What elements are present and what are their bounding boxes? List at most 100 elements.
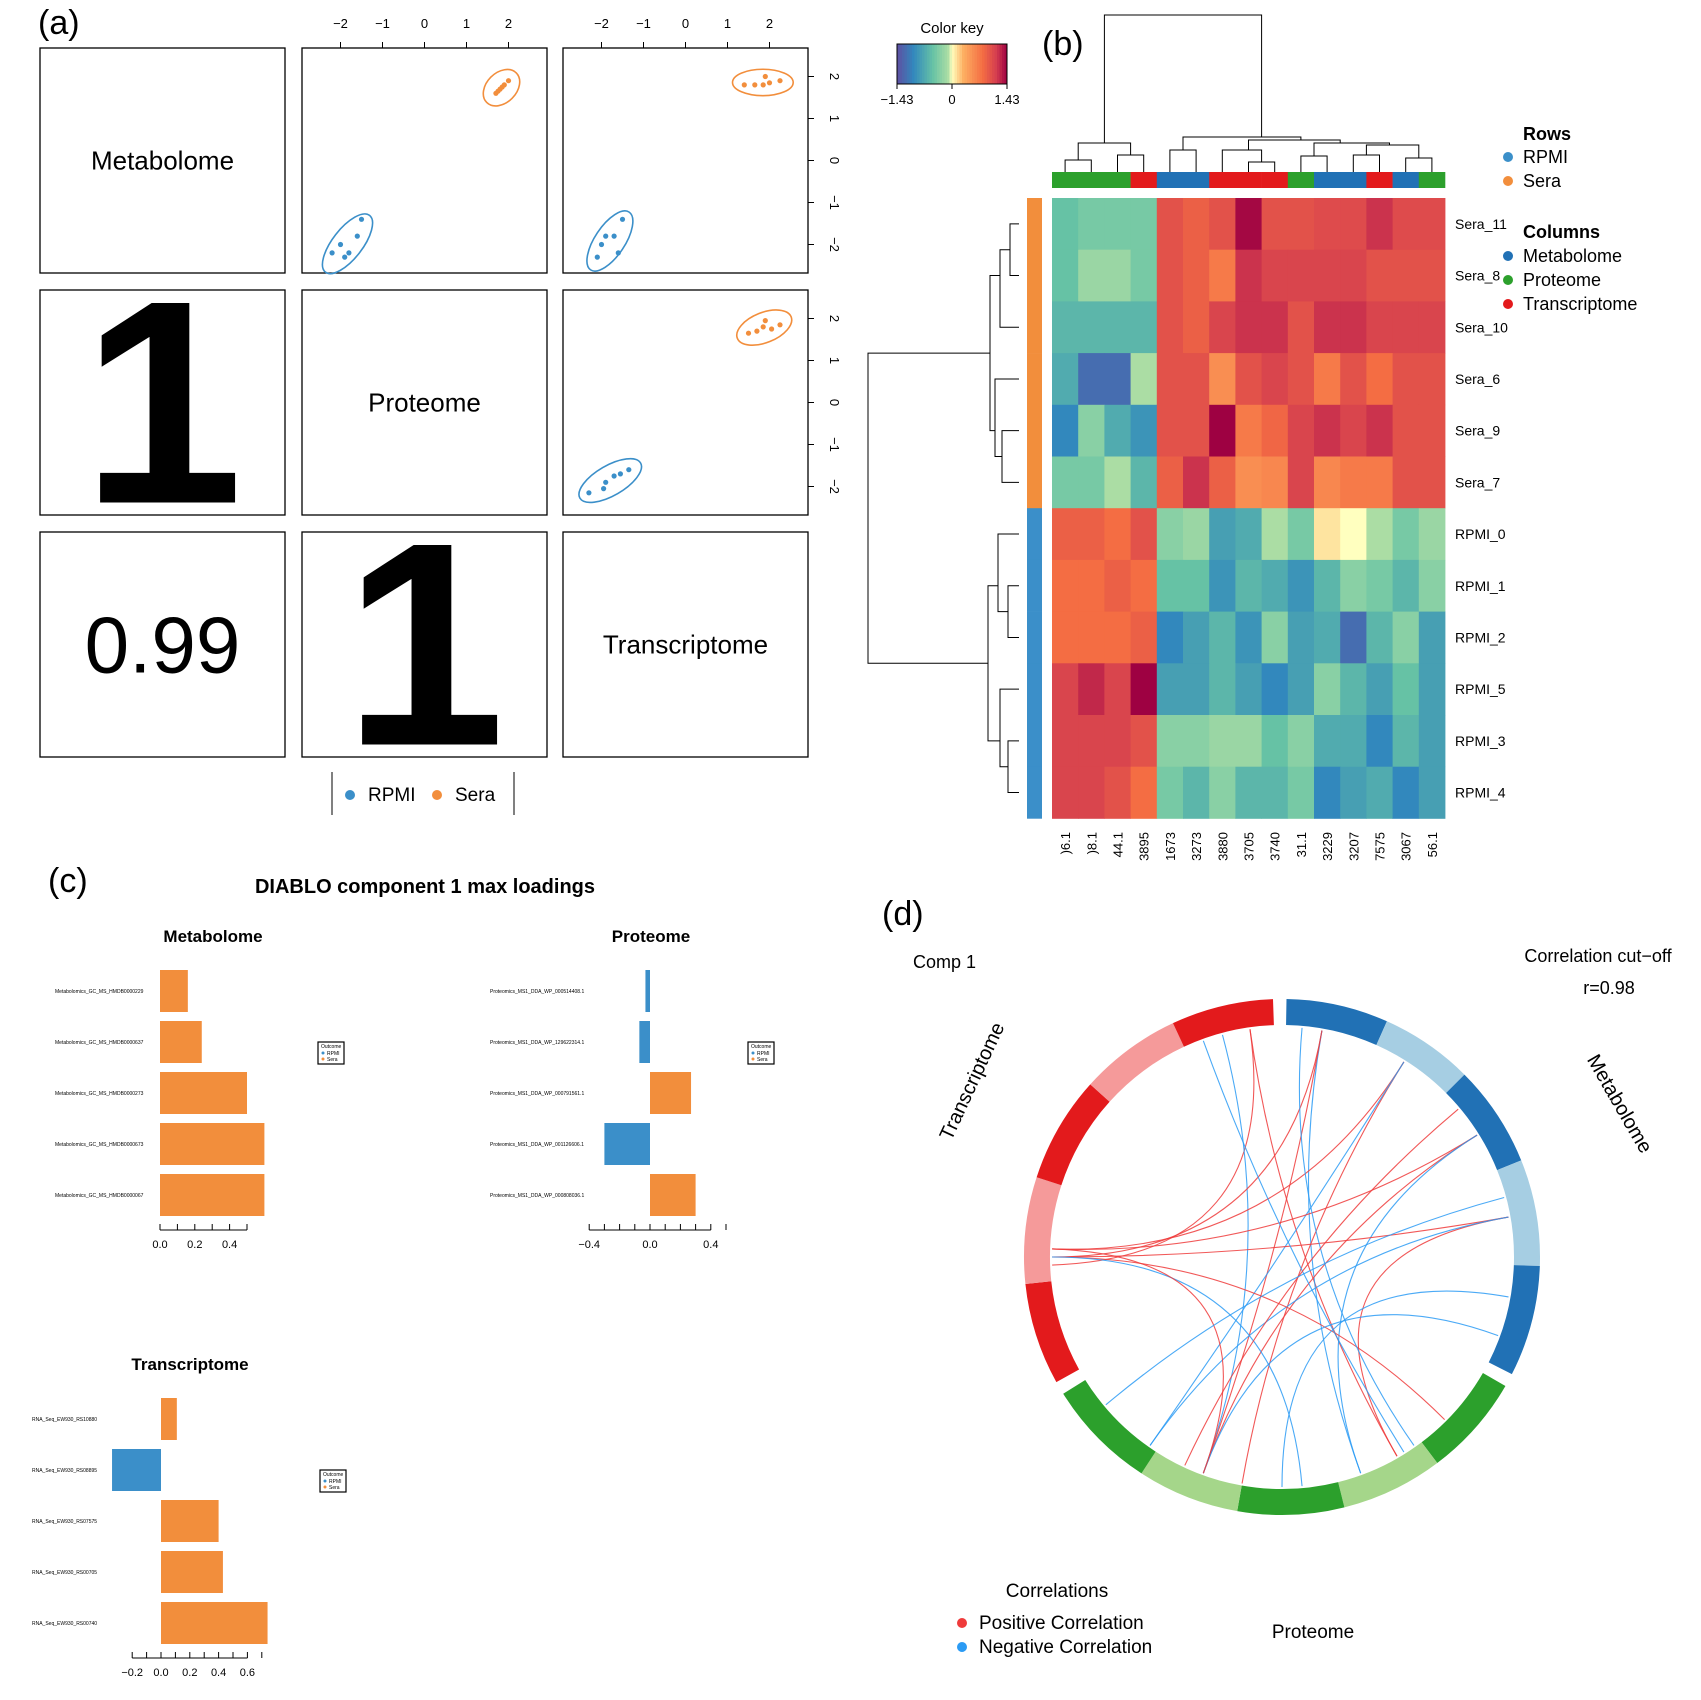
- sera-point: [499, 84, 505, 90]
- heatmap-cell: [1156, 508, 1184, 561]
- legend-cols-label: Proteome: [1523, 270, 1601, 290]
- outcome-legend-label: RPMI: [327, 1051, 340, 1057]
- outcome-legend-title: Outcome: [321, 1044, 342, 1050]
- heatmap-cell: [1078, 766, 1105, 819]
- column-group-bar: [1052, 172, 1079, 188]
- row-dendrogram-branch: [867, 352, 990, 664]
- diag-label-transcriptome: Transcriptome: [603, 630, 768, 660]
- heatmap-cell: [1130, 456, 1158, 509]
- pairs-cell-2-0: [39, 531, 286, 758]
- top-axis-tick-label: 1: [463, 16, 470, 31]
- column-dendrogram-branch: [1248, 161, 1276, 172]
- heatmap-cell: [1104, 249, 1131, 302]
- panel-c-loadings: DIABLO component 1 max loadings Metabolom…: [32, 876, 775, 1679]
- heatmap-cell: [1392, 715, 1420, 768]
- heatmap-cell: [1104, 353, 1131, 406]
- metabolome-sector: [1497, 1160, 1540, 1267]
- column-group-bar: [1156, 172, 1184, 188]
- column-group-bar: [1392, 172, 1420, 188]
- legend-cols-label: Metabolome: [1523, 246, 1622, 266]
- heatmap-cell: [1235, 508, 1262, 561]
- row-label: RPMI_2: [1455, 629, 1506, 645]
- heatmap-cell: [1183, 766, 1210, 819]
- color-key-title: Color key: [920, 20, 984, 37]
- column-group-bar: [1235, 172, 1262, 188]
- heatmap-cell: [1183, 301, 1210, 354]
- heatmap-cell: [1366, 301, 1393, 354]
- heatmap-cell: [1209, 611, 1236, 664]
- top-axis-tick-label: 0: [682, 16, 689, 31]
- heatmap-cell: [1209, 404, 1236, 457]
- row-label: Sera_9: [1455, 423, 1500, 439]
- heatmap-cell: [1418, 404, 1446, 457]
- heatmap-cell: [1366, 456, 1393, 509]
- top-axis-tick-label: 2: [766, 16, 773, 31]
- heatmap-cell: [1235, 456, 1262, 509]
- heatmap-cell: [1209, 198, 1236, 251]
- color-key-segment: [942, 44, 945, 84]
- rpmi-point: [611, 473, 617, 479]
- heatmap-cell: [1130, 663, 1158, 716]
- color-key-segment: [902, 44, 905, 84]
- column-group-bar: [1261, 172, 1289, 188]
- color-key-segment: [922, 44, 925, 84]
- column-label: )8.1: [1084, 832, 1099, 854]
- row-dendrogram-branch: [999, 249, 1019, 328]
- row-group-bar: [1027, 301, 1042, 354]
- heatmap-cell: [1078, 249, 1105, 302]
- heatmap-cell: [1078, 456, 1105, 509]
- heatmap-cell: [1314, 353, 1341, 406]
- heatmap-cell: [1156, 456, 1184, 509]
- negative-correlation-link: [1337, 1134, 1478, 1474]
- heatmap-cell: [1156, 559, 1184, 612]
- heatmap-cell: [1156, 611, 1184, 664]
- color-key-segment: [962, 44, 965, 84]
- top-axis-tick-label: −2: [594, 16, 609, 31]
- row-group-bar: [1027, 198, 1042, 250]
- heatmap-cell: [1130, 508, 1158, 561]
- x-axis-tick-label: 0.4: [222, 1239, 237, 1251]
- sera-point: [745, 330, 752, 336]
- loading-bar-label: RNA_Seq_EW930_RS07575: [32, 1519, 97, 1525]
- heatmap-cell: [1130, 715, 1158, 768]
- heatmap-cell: [1183, 663, 1210, 716]
- color-key-tick-label: 1.43: [994, 92, 1019, 107]
- heatmap-cell: [1235, 404, 1262, 457]
- heatmap-cell: [1418, 249, 1446, 302]
- heatmap-cell: [1392, 198, 1420, 251]
- heatmap-cell: [1287, 611, 1315, 664]
- positive-correlation-link: [1051, 1030, 1323, 1258]
- color-key-segment: [969, 44, 973, 84]
- panel-a-pairs-plot: Metabolome Proteome Transcriptome 1 0.99 1 −2 −…: [39, 16, 842, 815]
- row-group-bar: [1027, 663, 1042, 716]
- row-group-bar: [1027, 456, 1042, 509]
- column-label: 3229: [1320, 832, 1335, 861]
- heatmap-cell: [1130, 611, 1158, 664]
- row-dendrogram-branch: [997, 533, 1019, 613]
- heatmap-cell: [1340, 353, 1367, 406]
- rpmi-point: [337, 241, 344, 248]
- legend-label-negative: Negative Correlation: [979, 1637, 1152, 1658]
- heatmap-cell: [1130, 301, 1158, 354]
- heatmap-cell: [1392, 249, 1420, 302]
- heatmap-cell: [1078, 715, 1105, 768]
- heatmap-cell: [1287, 715, 1315, 768]
- outcome-legend-label: Sera: [329, 1485, 340, 1491]
- color-key-segment: [984, 44, 988, 84]
- heatmap-cell: [1052, 198, 1079, 251]
- metabolome-sector: [1488, 1265, 1540, 1375]
- heatmap-cell: [1340, 611, 1367, 664]
- loadings-subplot-title: Metabolome: [163, 927, 262, 946]
- heatmap-cell: [1418, 766, 1446, 819]
- heatmap-cell: [1418, 663, 1446, 716]
- pairs-cell-2-1: [301, 531, 548, 758]
- heatmap-cell: [1104, 456, 1131, 509]
- heatmap-cell: [1209, 301, 1236, 354]
- heatmap-cell: [1418, 198, 1446, 251]
- legend-label-positive: Positive Correlation: [979, 1613, 1144, 1634]
- color-key-segment: [934, 44, 938, 84]
- row-label: RPMI_4: [1455, 785, 1506, 801]
- heatmap-cell: [1183, 611, 1210, 664]
- heatmap-cell: [1052, 508, 1079, 561]
- negative-correlation-link: [1105, 1196, 1505, 1406]
